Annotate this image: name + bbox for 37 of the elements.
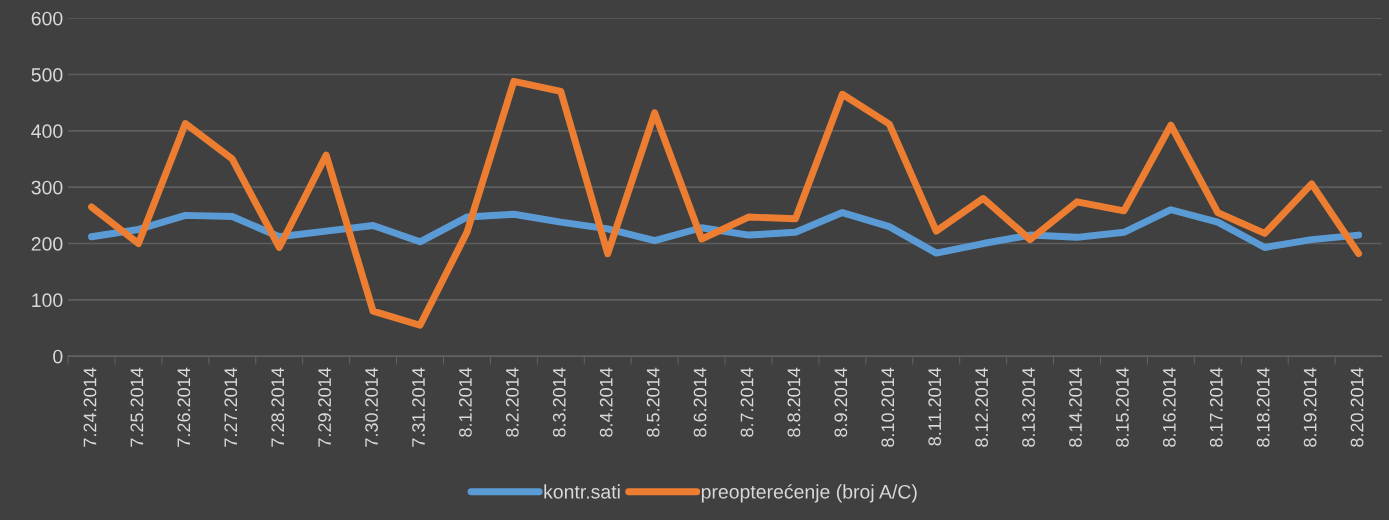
x-tick-label: 7.29.2014	[318, 367, 332, 447]
x-tick-label: 8.10.2014	[881, 367, 895, 447]
x-tick-label: 8.5.2014	[646, 367, 660, 437]
x-tick-label: 7.24.2014	[83, 367, 97, 447]
x-tick-label: 8.16.2014	[1162, 367, 1176, 447]
x-tick-label: 7.30.2014	[365, 367, 378, 447]
x-tick-label: 7.28.2014	[271, 367, 285, 447]
y-tick-label: 300	[31, 180, 63, 195]
y-tick-label: 400	[31, 124, 63, 139]
x-tick-label: 8.4.2014	[599, 367, 613, 437]
x-tick-label: 8.7.2014	[740, 367, 754, 437]
x-tick-label: 8.17.2014	[1209, 367, 1223, 447]
x-tick-label: 8.12.2014	[975, 367, 989, 447]
x-tick-label: 8.3.2014	[552, 367, 566, 437]
x-tick-label: 8.18.2014	[1256, 367, 1270, 447]
y-tick-label: 500	[31, 68, 63, 82]
x-tick-label: 7.26.2014	[177, 367, 191, 447]
x-tick-label: 8.15.2014	[1116, 367, 1129, 447]
y-tick-label: 200	[31, 237, 63, 251]
legend-label: kontr.sati	[544, 484, 620, 499]
y-tick-label: 600	[31, 11, 63, 26]
x-tick-label: 8.14.2014	[1069, 367, 1082, 447]
x-tick-label: 8.19.2014	[1303, 367, 1317, 447]
x-tick-label: 8.1.2014	[459, 367, 472, 437]
x-tick-label: 8.8.2014	[787, 367, 801, 437]
x-tick-label: 8.20.2014	[1350, 367, 1364, 447]
x-tick-label: 8.13.2014	[1022, 367, 1035, 447]
x-tick-label: 8.9.2014	[834, 367, 848, 437]
y-tick-label: 0	[53, 349, 63, 364]
x-tick-label: 7.31.2014	[412, 367, 425, 447]
x-tick-label: 7.25.2014	[130, 367, 144, 447]
x-tick-label: 8.11.2014	[928, 367, 942, 446]
x-tick-label: 8.2.2014	[505, 367, 519, 437]
legend-label: preopterećenje (broj A/C)	[701, 484, 917, 503]
y-tick-label: 100	[32, 293, 63, 308]
x-tick-label: 7.27.2014	[224, 367, 238, 447]
x-tick-label: 8.6.2014	[693, 367, 707, 437]
